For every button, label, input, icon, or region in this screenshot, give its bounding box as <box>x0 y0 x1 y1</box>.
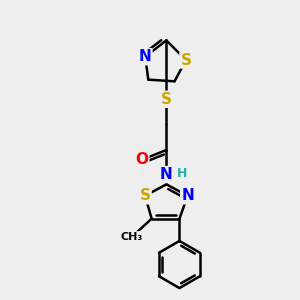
Text: S: S <box>140 188 151 203</box>
Text: H: H <box>177 167 187 180</box>
Text: O: O <box>135 152 148 167</box>
Text: N: N <box>160 167 173 182</box>
Text: S: S <box>181 52 191 68</box>
Text: N: N <box>181 188 194 203</box>
Text: CH₃: CH₃ <box>121 232 143 242</box>
Text: N: N <box>139 49 152 64</box>
Text: S: S <box>161 92 172 107</box>
